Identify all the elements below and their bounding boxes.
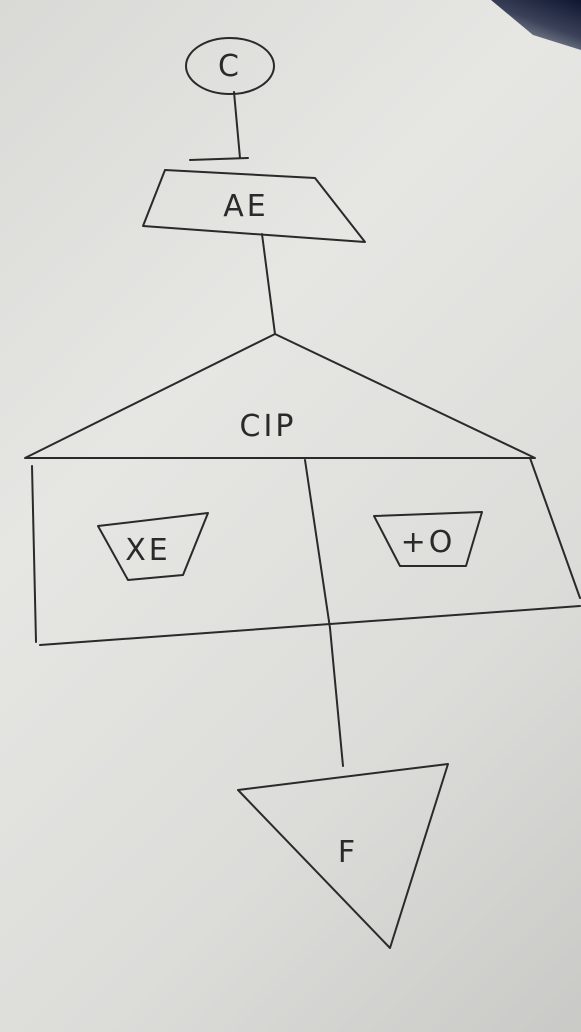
- end-triangle: [237, 763, 449, 949]
- process-top-mark: [189, 157, 249, 161]
- connector-process-decision: [261, 233, 276, 335]
- process-trapezoid: [142, 169, 366, 243]
- left-branch-trapezoid: [97, 512, 209, 581]
- start-node: C: [185, 37, 275, 95]
- decision-label: CIP: [240, 409, 297, 444]
- start-label: C: [218, 49, 242, 84]
- right-branch-node: +O: [373, 511, 483, 567]
- end-label: F: [338, 835, 358, 870]
- start-circle: [185, 37, 275, 95]
- right-branch-label: +O: [401, 525, 456, 560]
- process-label: AE: [223, 189, 268, 224]
- connector-decision-end: [329, 627, 344, 767]
- left-branch-node: XE: [97, 512, 209, 581]
- decision-box-right-edge: [529, 457, 581, 599]
- right-branch-trapezoid: [373, 511, 483, 567]
- decision-box-bottom-edge: [39, 605, 581, 646]
- decision-box-divider: [304, 459, 331, 629]
- decision-node: CIP: [24, 333, 581, 646]
- left-branch-label: XE: [125, 533, 171, 568]
- end-node: F: [237, 763, 449, 949]
- decision-triangle: [24, 333, 536, 459]
- connector-start-process: [233, 91, 241, 159]
- decision-box-left-edge: [31, 465, 37, 643]
- process-node: AE: [142, 157, 366, 243]
